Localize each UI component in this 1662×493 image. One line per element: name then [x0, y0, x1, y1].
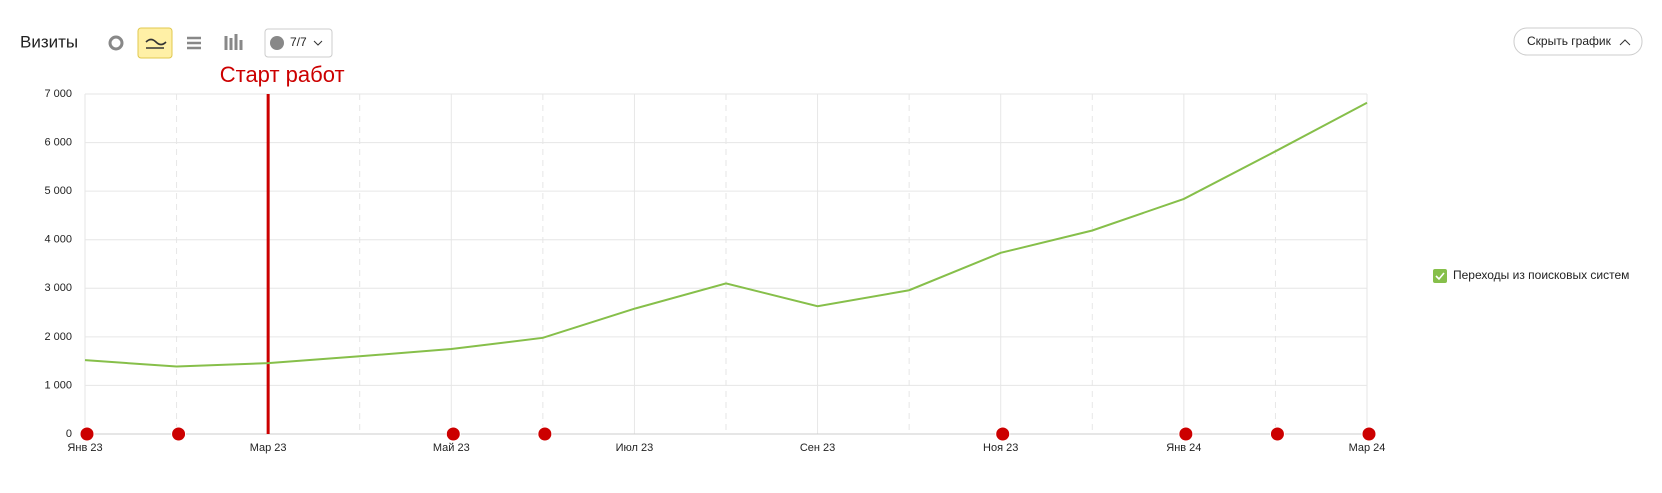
chevron — [1619, 39, 1631, 46]
comments-counter: 7/7 — [290, 35, 307, 49]
x-tick-label: Июл 23 — [616, 442, 654, 454]
line-icon — [145, 38, 167, 49]
note-marker — [1269, 426, 1285, 442]
x-tick-label: Сен 23 — [800, 442, 835, 454]
x-tick-label: Мар 23 — [250, 442, 287, 454]
y-tick-label: 4 000 — [44, 234, 72, 246]
note-marker — [445, 426, 461, 442]
x-tick-label: Мар 24 — [1349, 442, 1386, 454]
legend-check — [1435, 272, 1445, 281]
x-tick-label: Ноя 23 — [983, 442, 1018, 454]
y-tick-label: 3 000 — [44, 282, 72, 294]
comments-button[interactable] — [264, 28, 333, 58]
comment-icon — [270, 36, 284, 50]
y-tick-label: 2 000 — [44, 331, 72, 343]
x-tick-label: Янв 23 — [67, 442, 102, 454]
chart-title: Визиты — [20, 32, 78, 51]
bar-icon[interactable] — [224, 34, 243, 50]
note-marker — [79, 426, 95, 442]
hide-chart-label: Скрыть график — [1527, 34, 1612, 48]
legend-label: Переходы из поисковых систем — [1453, 268, 1629, 282]
x-tick-label: Янв 24 — [1166, 442, 1201, 454]
note-marker — [1178, 426, 1194, 442]
chevron — [313, 40, 323, 46]
series-line — [84, 101, 1368, 368]
note-marker — [1361, 426, 1377, 442]
note-marker — [537, 426, 553, 442]
legend-checkbox — [1433, 269, 1447, 283]
pie-icon[interactable] — [108, 35, 124, 51]
x-tick-label: Май 23 — [433, 442, 470, 454]
line-mode-button[interactable] — [137, 27, 173, 59]
y-tick-label: 5 000 — [44, 185, 72, 197]
y-tick-label: 0 — [66, 428, 72, 440]
y-tick-label: 6 000 — [44, 136, 72, 148]
y-tick-label: 1 000 — [44, 379, 72, 391]
y-tick-label: 7 000 — [44, 88, 72, 100]
note-marker — [995, 426, 1011, 442]
note-marker — [171, 426, 187, 442]
annotation-text: Старт работ — [220, 62, 345, 87]
hide-chart-button[interactable] — [1513, 27, 1643, 56]
area-icon[interactable] — [187, 36, 201, 50]
